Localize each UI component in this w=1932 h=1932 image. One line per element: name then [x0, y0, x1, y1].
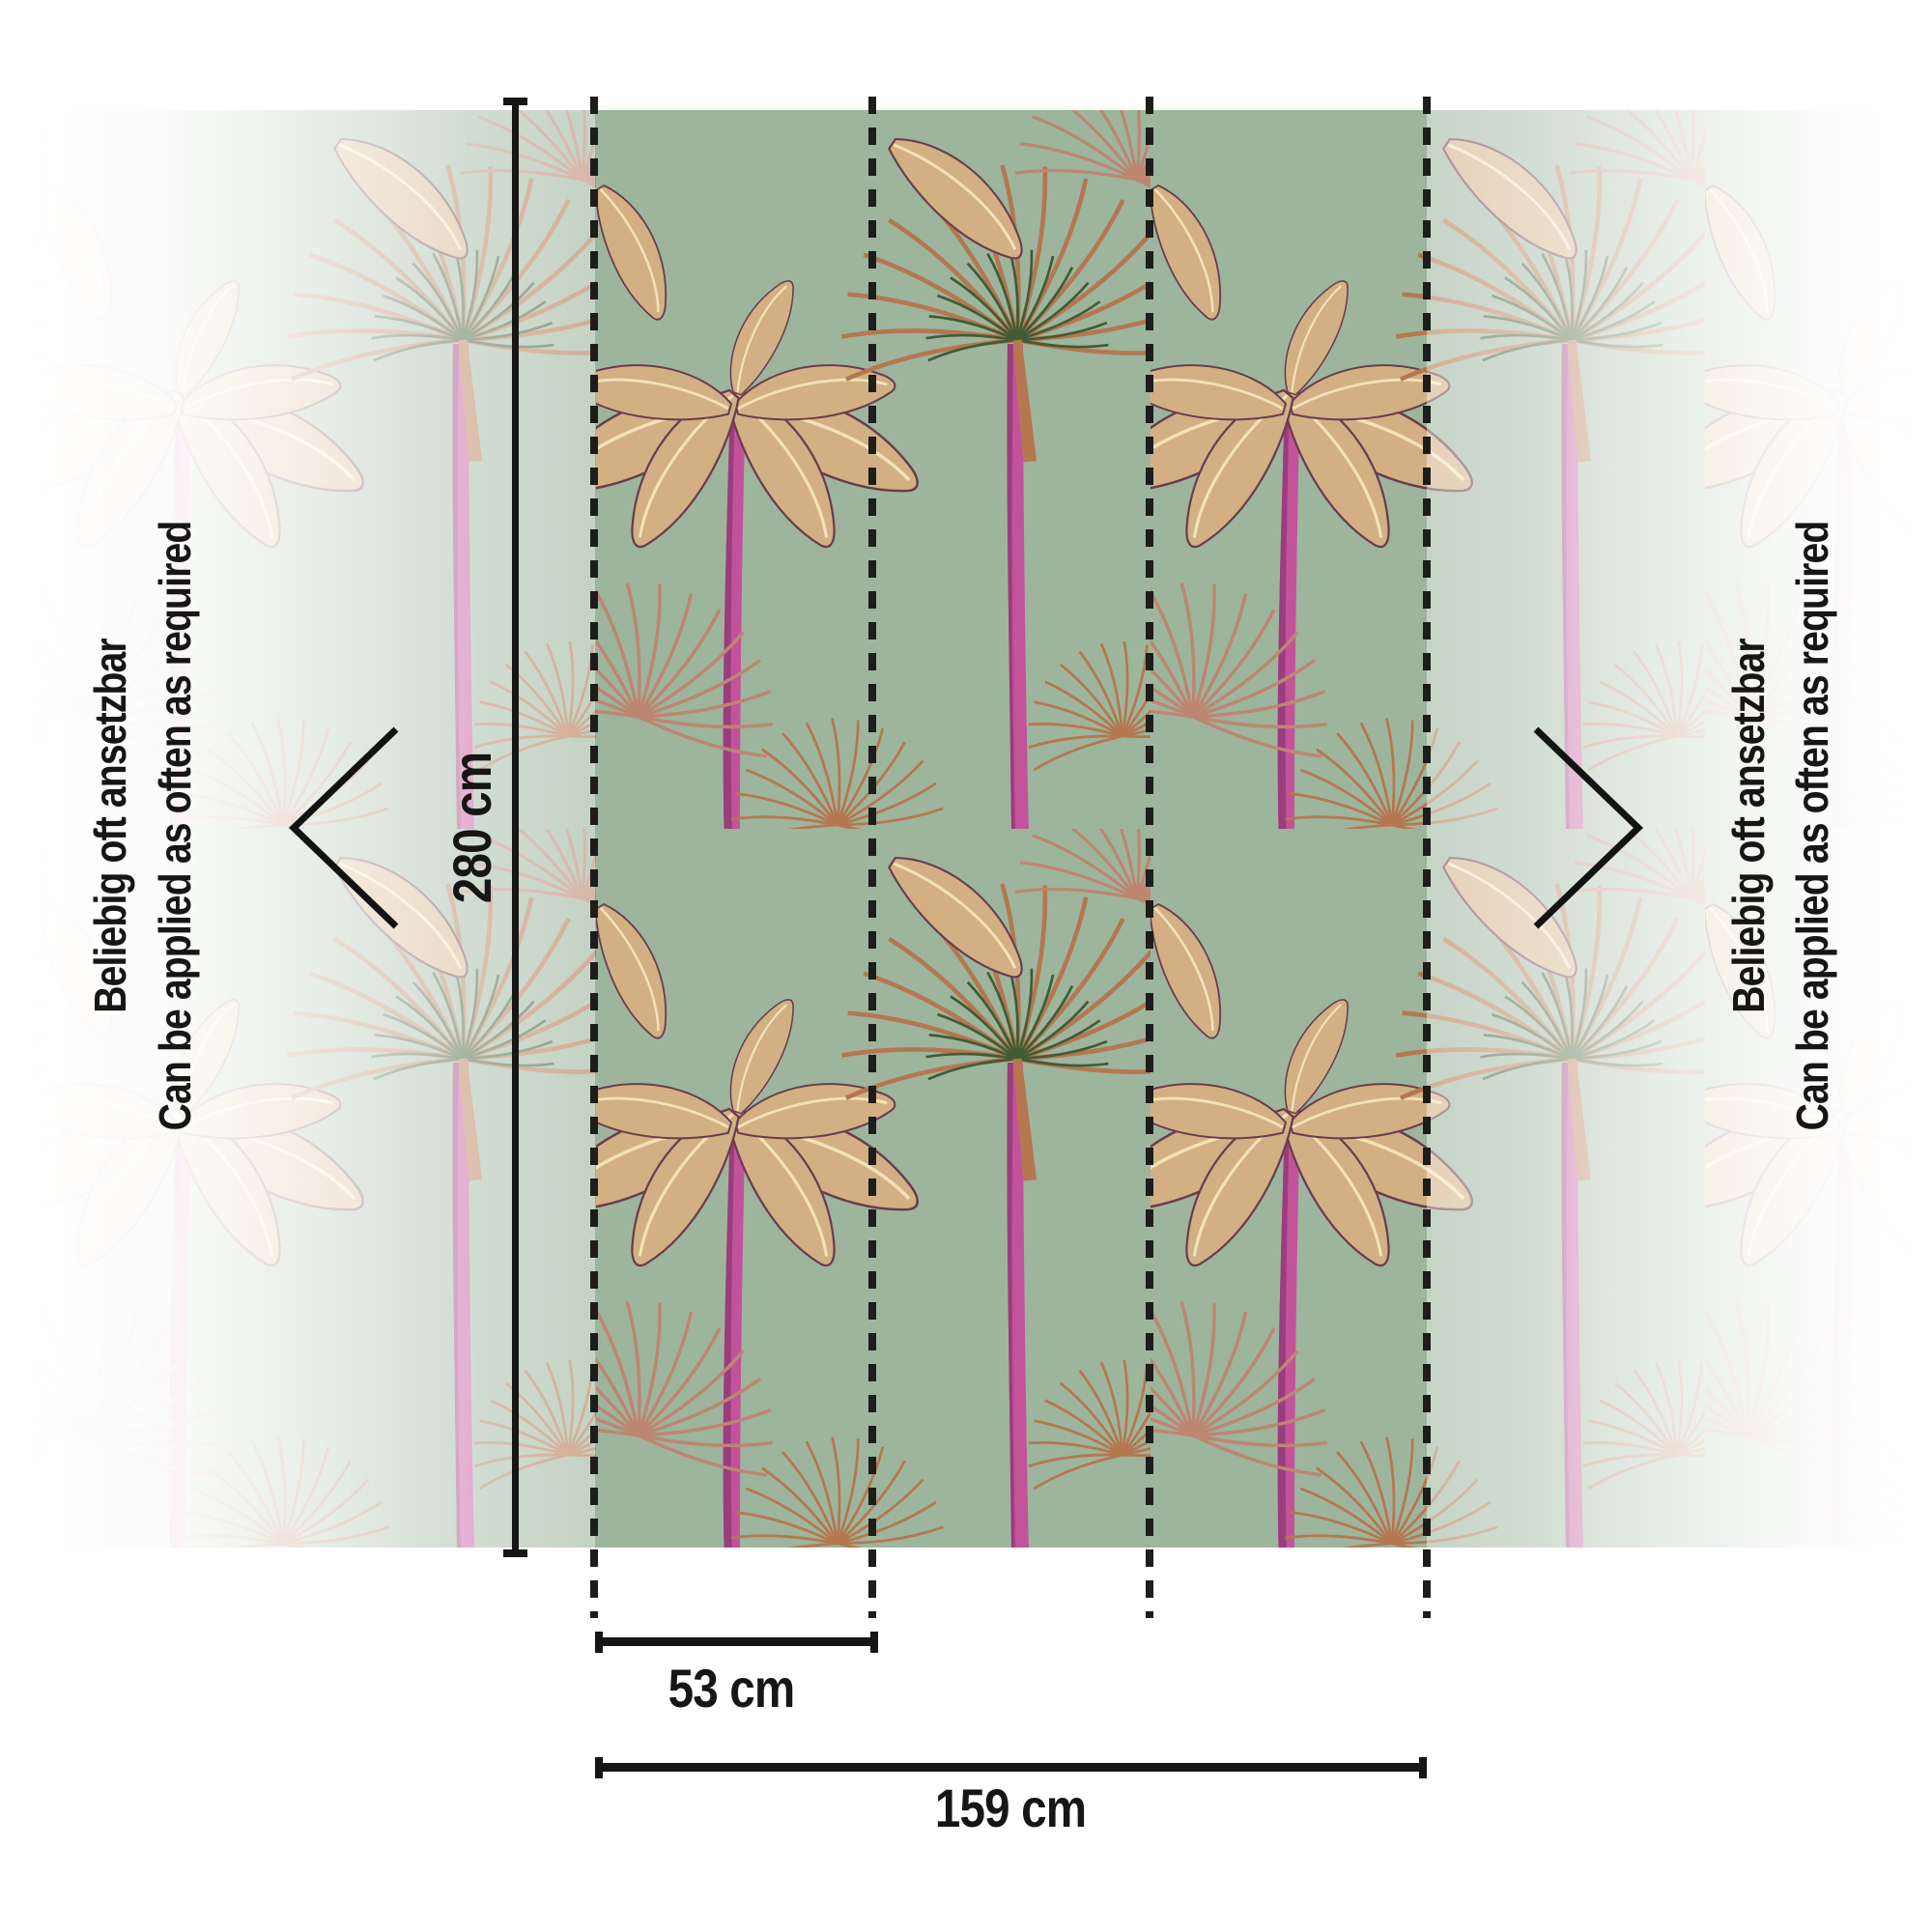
strip-width-cap-left [595, 1632, 603, 1653]
total-width-cap-left [595, 1757, 603, 1778]
cut-line-dashed-1 [590, 97, 598, 1618]
repeat-note-left-en: Can be applied as often as required [150, 521, 200, 1131]
repeat-note-right-en: Can be applied as often as required [1787, 521, 1837, 1131]
height-label: 280 cm [441, 752, 502, 904]
repeat-note-left-de: Beliebig oft ansetzbar [85, 639, 135, 1013]
chevron-left-icon [288, 726, 399, 929]
strip-width-cap-right [870, 1632, 878, 1653]
fade-overlay-right [1427, 110, 1932, 1548]
height-measure-line [512, 99, 519, 1555]
total-width-cap-right [1419, 1757, 1427, 1778]
strip-width-label: 53 cm [668, 1658, 796, 1719]
chevron-right-icon [1533, 726, 1644, 929]
height-measure-cap-top [503, 98, 527, 105]
strip-width-bracket [599, 1637, 874, 1646]
cut-line-dashed-2 [868, 97, 876, 1618]
cut-line-dashed-3 [1146, 97, 1153, 1618]
height-measure-cap-bottom [503, 1549, 527, 1557]
cut-line-dashed-4 [1423, 97, 1431, 1618]
repeat-note-right-de: Beliebig oft ansetzbar [1723, 639, 1774, 1013]
total-width-bracket [599, 1763, 1423, 1772]
total-width-label: 159 cm [934, 1777, 1087, 1838]
